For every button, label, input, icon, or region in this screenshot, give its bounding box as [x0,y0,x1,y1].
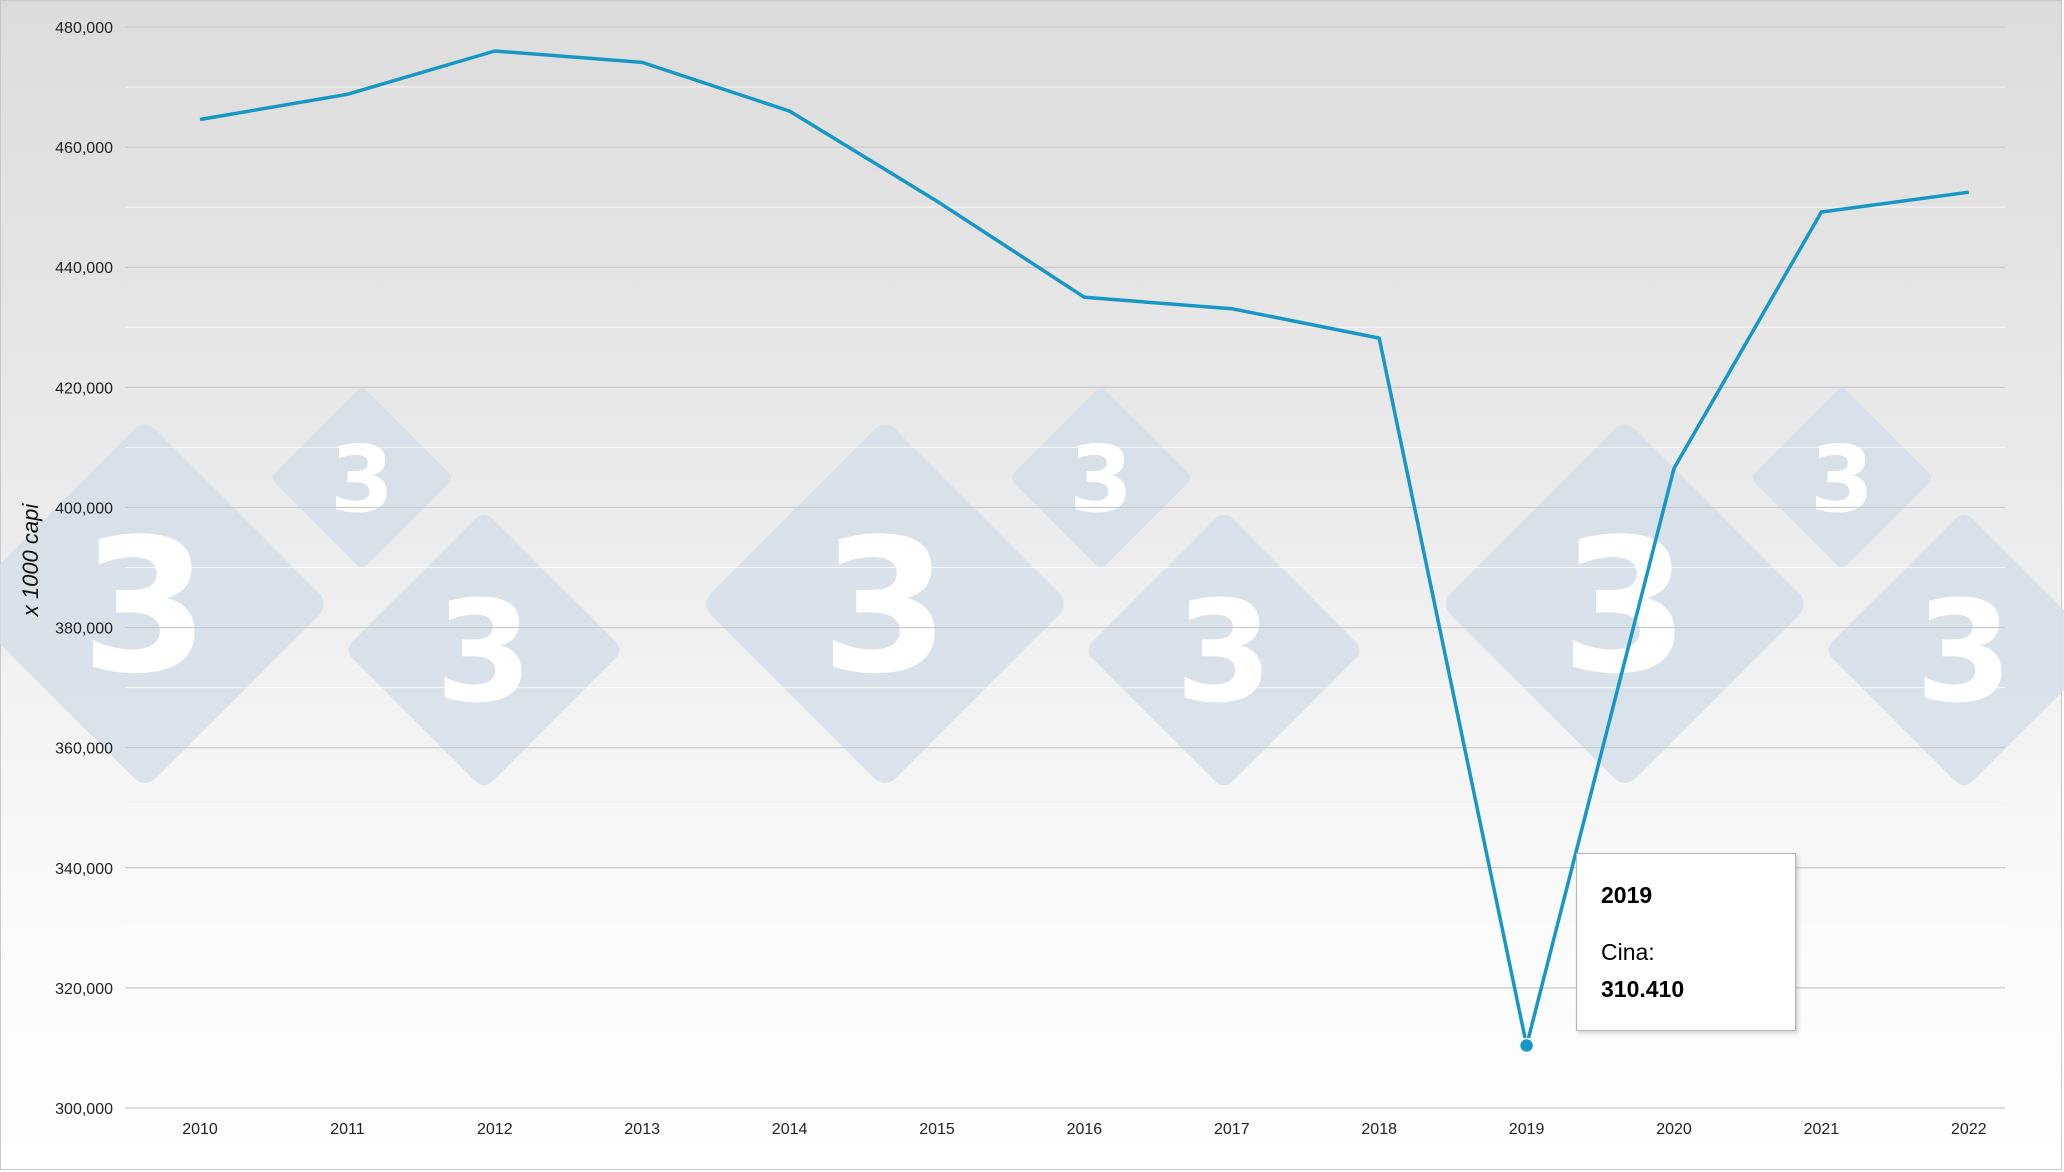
y-tick-label: 420,000 [55,380,113,397]
x-tick-label: 2022 [1951,1121,1987,1138]
svg-text:3: 3 [821,499,950,715]
tooltip-year: 2019 [1601,882,1653,908]
svg-text:3: 3 [1810,426,1874,533]
data-point-highlighted[interactable] [1518,1037,1535,1054]
tooltip-value: 310.410 [1601,976,1685,1002]
x-tick-label: 2021 [1804,1121,1840,1138]
y-axis-title: x 1000 capi [18,503,43,618]
watermark-logo: 3 [1012,389,1190,567]
svg-text:3: 3 [81,499,210,715]
watermark-logo: 3 [348,514,620,786]
x-tick-label: 2020 [1656,1121,1692,1138]
x-tick-label: 2015 [919,1121,955,1138]
y-tick-label: 360,000 [55,741,113,758]
svg-text:3: 3 [1175,571,1272,734]
x-tick-label: 2016 [1067,1121,1103,1138]
x-tick-label: 2014 [772,1121,808,1138]
y-tick-label: 400,000 [55,500,113,517]
y-axis-ticks: 300,000 320,000 340,000 360,000 380,000 400,0… [55,20,113,1118]
y-tick-label: 300,000 [55,1101,113,1118]
svg-text:3: 3 [330,426,394,533]
watermark-logo: 3 [1828,514,2064,786]
watermark-logo: 3 [273,389,451,567]
watermark-logo: 3 [1753,389,1931,567]
x-tick-label: 2010 [182,1121,218,1138]
y-tick-label: 380,000 [55,621,113,638]
x-tick-label: 2013 [624,1121,660,1138]
y-tick-label: 480,000 [55,20,113,37]
y-tick-label: 320,000 [55,981,113,998]
watermark-logo: 3 [1088,514,1360,786]
x-tick-label: 2012 [477,1121,513,1138]
y-tick-label: 460,000 [55,140,113,157]
svg-text:3: 3 [435,571,532,734]
watermark-logo: 3 [1446,425,1804,783]
watermark-logo: 3 [0,425,324,783]
y-tick-label: 440,000 [55,260,113,277]
svg-text:3: 3 [1915,571,2012,734]
svg-text:3: 3 [1069,426,1133,533]
data-tooltip: 2019 Cina: 310.410 [1576,853,1796,1031]
x-tick-label: 2011 [330,1121,365,1138]
x-axis-ticks: 2010 2011 2012 2013 2014 2015 2016 2017 2018 2019… [182,1121,1986,1138]
watermark-logo: 3 [706,425,1064,783]
x-tick-label: 2017 [1214,1121,1250,1138]
x-tick-label: 2018 [1361,1121,1397,1138]
tooltip-series-label: Cina: [1601,939,1655,965]
grid-lines [125,26,2005,1109]
y-tick-label: 340,000 [55,861,113,878]
watermark-layer: 333 333 333 [0,389,2064,786]
x-tick-label: 2019 [1509,1121,1545,1138]
series-points [199,50,1969,1054]
svg-text:3: 3 [1561,499,1690,715]
